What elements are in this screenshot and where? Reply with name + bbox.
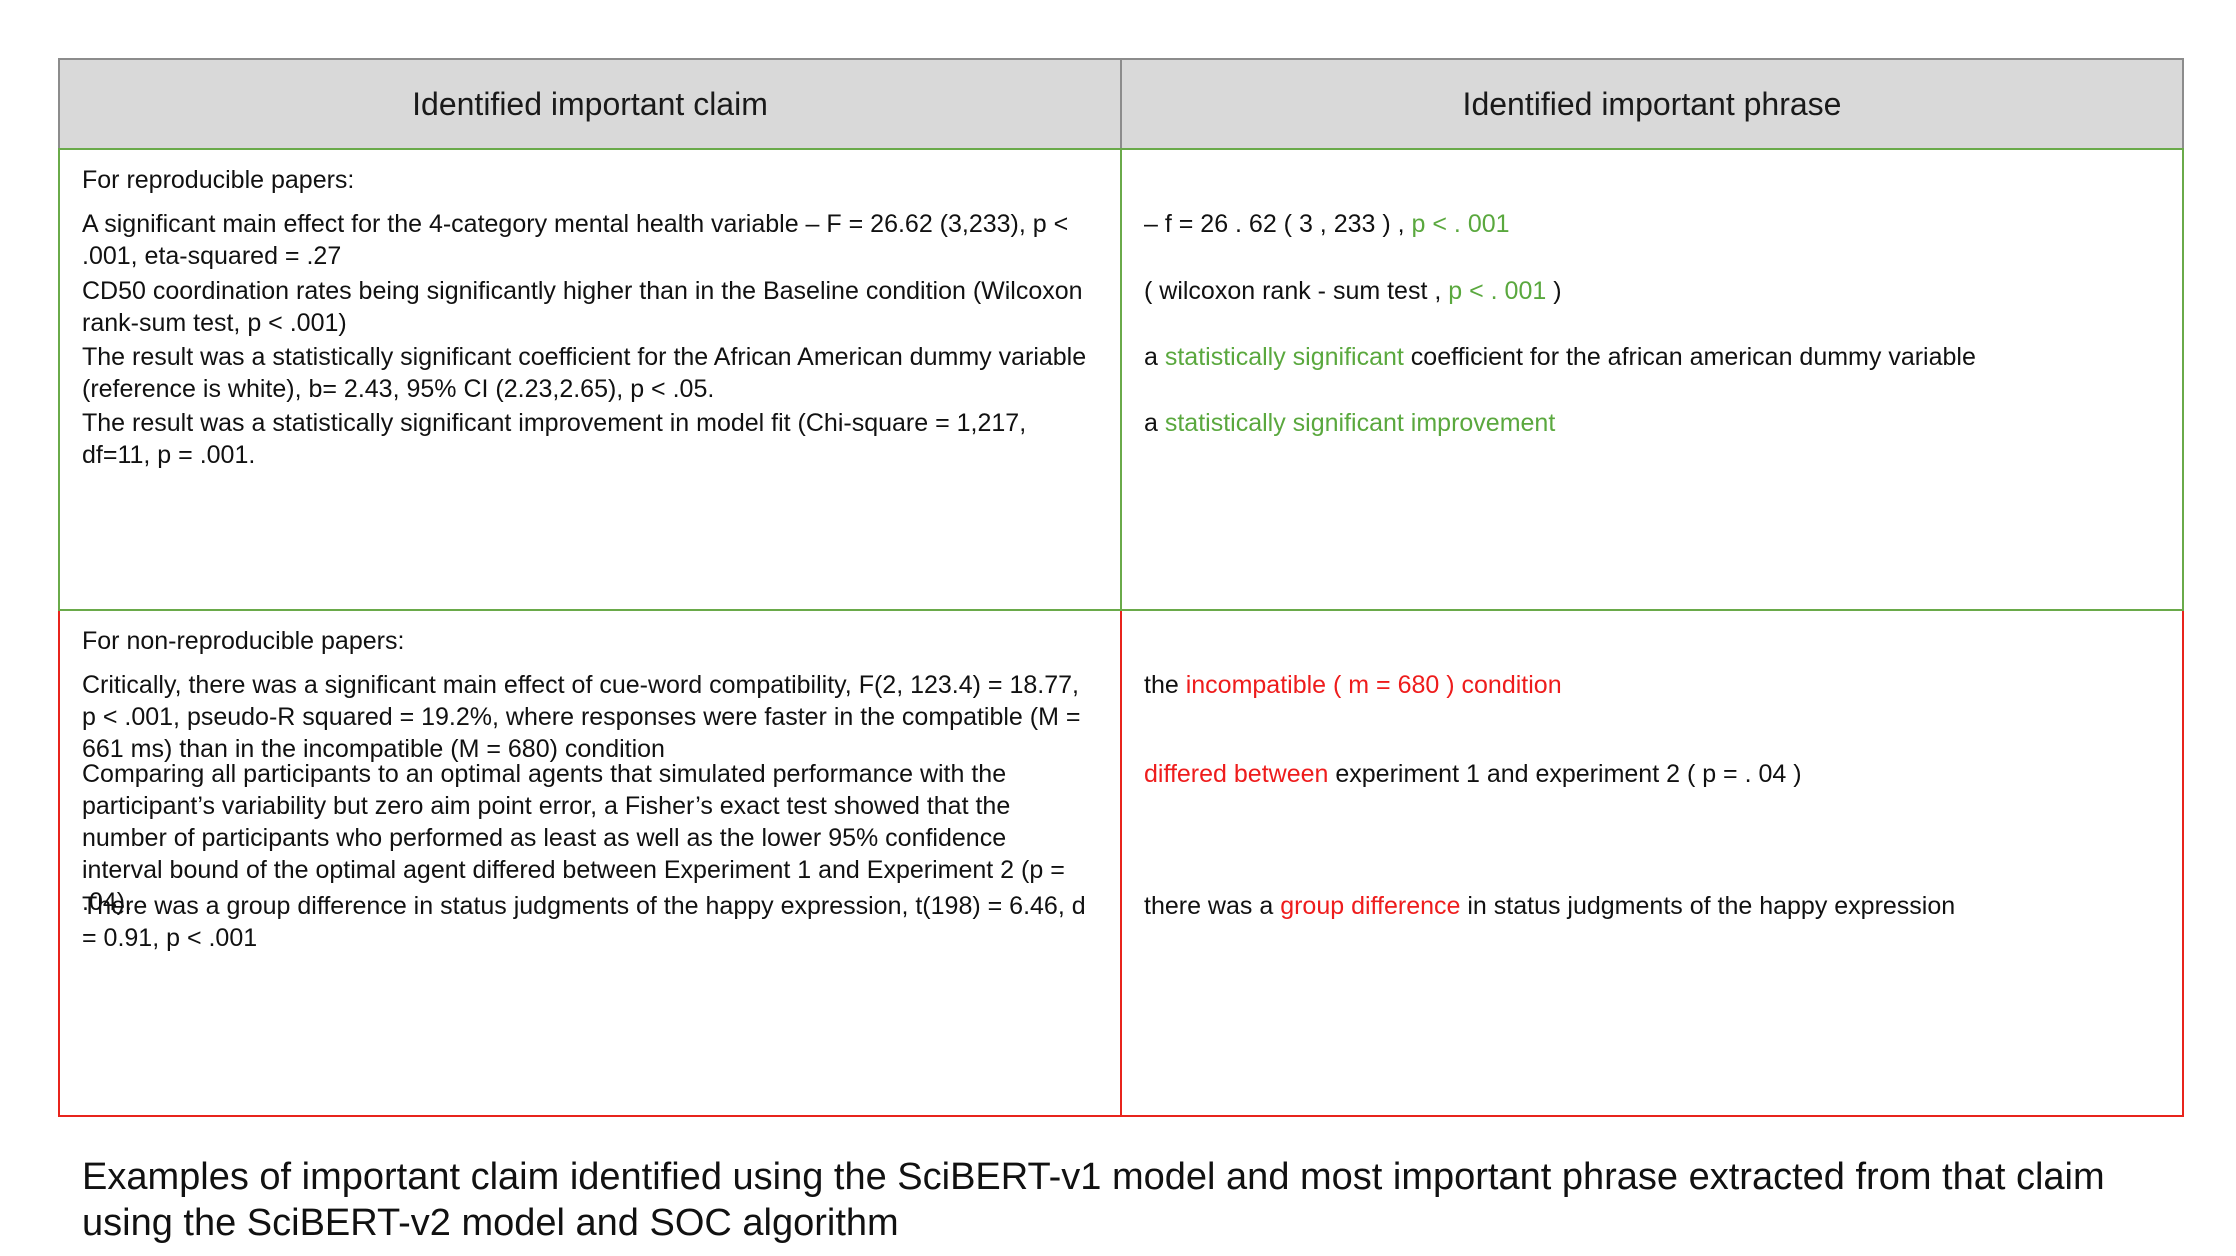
phrase-text: differed between experiment 1 and experi… [1144, 760, 1802, 788]
phrase-text: there was a group difference in status j… [1144, 892, 1956, 920]
highlighted-phrase: statistically significant [1164, 343, 1404, 371]
claim-text: There was a group difference in status j… [82, 892, 1086, 952]
reproducible-claims-column: For reproducible papers: A significant m… [60, 150, 1120, 609]
header-phrase: Identified important phrase [1120, 60, 2182, 148]
phrase-text: – f = 26 . 62 ( 3 , 233 ) , p < . 001 [1144, 210, 1510, 238]
phrase-text: the incompatible ( m = 680 ) condition [1144, 671, 1562, 699]
reproducible-phrases-column: – f = 26 . 62 ( 3 , 233 ) , p < . 001 ( … [1120, 150, 2182, 609]
non-reproducible-section: For non-reproducible papers: Critically,… [58, 611, 2184, 1117]
non-reproducible-phrases-column: the incompatible ( m = 680 ) condition d… [1120, 611, 2182, 1115]
phrase-text: ( wilcoxon rank - sum test , p < . 001 ) [1144, 277, 1562, 305]
claims-table: Identified important claim Identified im… [58, 58, 2184, 1117]
highlighted-phrase: incompatible ( m = 680 ) condition [1185, 671, 1562, 699]
claim-text: Critically, there was a significant main… [82, 671, 1081, 763]
claim-text: The result was a statistically significa… [82, 343, 1087, 403]
claim-text: Comparing all participants to an optimal… [82, 760, 1065, 916]
highlighted-phrase: statistically significant improvement [1164, 409, 1556, 437]
highlighted-phrase: differed between [1144, 760, 1329, 788]
highlighted-phrase: p < . 001 [1411, 210, 1510, 238]
phrase-text: a statistically significant coefficient … [1144, 343, 1976, 371]
table-header: Identified important claim Identified im… [58, 58, 2184, 148]
claim-text: The result was a statistically significa… [82, 409, 1027, 469]
non-reproducible-label: For non-reproducible papers: [82, 627, 405, 655]
non-reproducible-claims-column: For non-reproducible papers: Critically,… [60, 611, 1120, 1115]
claim-text: CD50 coordination rates being significan… [82, 277, 1083, 337]
reproducible-section: For reproducible papers: A significant m… [58, 148, 2184, 611]
highlighted-phrase: group difference [1280, 892, 1461, 920]
claim-text: A significant main effect for the 4-cate… [82, 210, 1069, 270]
reproducible-label: For reproducible papers: [82, 166, 355, 194]
header-claim: Identified important claim [412, 85, 768, 122]
highlighted-phrase: p < . 001 [1448, 277, 1547, 305]
figure-caption: Examples of important claim identified u… [82, 1156, 2105, 1244]
phrase-text: a statistically significant improvement [1144, 409, 1556, 437]
